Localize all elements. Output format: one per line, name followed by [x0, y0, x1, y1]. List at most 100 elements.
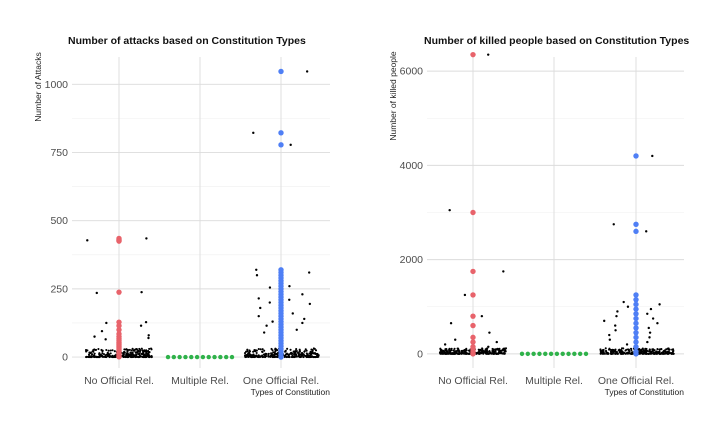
jitter-point [650, 350, 653, 353]
jitter-point [479, 352, 482, 355]
no-official-rel-point [470, 313, 476, 319]
attacks-y-axis-label: Number of Attacks [33, 52, 43, 121]
jitter-point [268, 286, 272, 289]
jitter-point [288, 298, 291, 301]
jitter-point [305, 349, 308, 352]
jitter-point [257, 354, 260, 357]
y-tick-label: 6000 [400, 66, 424, 78]
jitter-point [657, 350, 661, 353]
one-official-rel-point [633, 329, 639, 336]
no-official-rel-point [470, 51, 476, 58]
jitter-point [614, 324, 617, 327]
jitter-point [129, 351, 132, 354]
jitter-point [291, 312, 294, 315]
jitter-point [265, 352, 268, 356]
jitter-point [104, 338, 107, 341]
one-official-rel-point [633, 351, 639, 357]
jitter-point [93, 352, 96, 355]
jitter-point [108, 355, 111, 358]
jitter-point [479, 348, 482, 351]
y-tick-label: 2000 [400, 254, 424, 266]
jitter-point [255, 351, 258, 355]
jitter-point [504, 347, 508, 350]
jitter-point [456, 347, 459, 350]
multiple-rel-point [194, 354, 200, 360]
jitter-point [487, 53, 490, 56]
jitter-point [289, 143, 292, 147]
multiple-rel-point [577, 351, 583, 357]
jitter-point [105, 356, 108, 359]
jitter-point [305, 70, 309, 73]
jitter-point [502, 352, 505, 355]
jitter-point [267, 355, 270, 358]
multiple-rel-point [200, 354, 206, 360]
jitter-point [455, 351, 458, 354]
jitter-point [500, 351, 503, 354]
jitter-point [446, 352, 449, 355]
jitter-point [618, 351, 621, 354]
jitter-point [311, 355, 314, 358]
no-official-rel-point [470, 268, 476, 275]
jitter-point [615, 314, 618, 318]
jitter-point [111, 349, 114, 352]
jitter-point [248, 350, 252, 353]
jitter-point [612, 348, 615, 352]
jitter-point [481, 348, 484, 351]
multiple-rel-point [566, 351, 571, 357]
jitter-point [147, 349, 150, 352]
jitter-point [463, 349, 467, 352]
killed-chart-title: Number of killed people based on Constit… [424, 35, 689, 47]
jitter-point [252, 131, 255, 135]
jitter-point [622, 351, 625, 354]
jitter-point [113, 350, 116, 353]
jitter-point [499, 349, 502, 352]
jitter-point [618, 348, 621, 351]
jitter-point [144, 320, 148, 324]
jitter-point [649, 307, 653, 311]
jitter-point [486, 347, 489, 350]
jitter-point [143, 353, 146, 356]
jitter-point [147, 336, 150, 340]
jitter-point [631, 352, 634, 355]
jitter-point [606, 352, 609, 355]
jitter-point [488, 350, 491, 353]
jitter-point [262, 331, 266, 334]
one-official-rel-point [633, 339, 639, 345]
jitter-point [619, 352, 623, 355]
jitter-point [300, 355, 303, 358]
no-official-rel-point [470, 339, 476, 345]
killed-y-axis-label: Number of killed people [388, 51, 398, 141]
jitter-point [261, 356, 264, 359]
one-official-rel-point [633, 296, 639, 303]
jitter-point [287, 354, 290, 357]
jitter-point [492, 348, 496, 351]
jitter-point [316, 355, 319, 358]
y-tick-label: 0 [62, 352, 68, 364]
jitter-point [122, 353, 125, 356]
jitter-point [493, 352, 496, 355]
jitter-point [295, 328, 298, 332]
jitter-point [463, 293, 467, 297]
jitter-point [141, 355, 145, 359]
multiple-rel-point [554, 351, 560, 357]
jitter-point [662, 350, 665, 353]
jitter-point [646, 312, 649, 316]
jitter-point [139, 324, 143, 327]
jitter-point [608, 347, 611, 350]
jitter-point [309, 355, 312, 359]
jitter-point [665, 348, 668, 351]
one-official-rel-point [278, 68, 284, 75]
jitter-point [134, 351, 137, 354]
jitter-point [122, 355, 125, 358]
jitter-point [626, 305, 630, 308]
jitter-point [616, 310, 619, 313]
jitter-point [457, 349, 460, 352]
jitter-point [651, 317, 655, 320]
jitter-point [257, 314, 260, 318]
jitter-point [257, 347, 260, 351]
jitter-point [446, 350, 449, 353]
jitter-point [95, 356, 98, 359]
jitter-point [149, 355, 152, 358]
jitter-point [495, 340, 498, 344]
jitter-point [626, 352, 629, 355]
